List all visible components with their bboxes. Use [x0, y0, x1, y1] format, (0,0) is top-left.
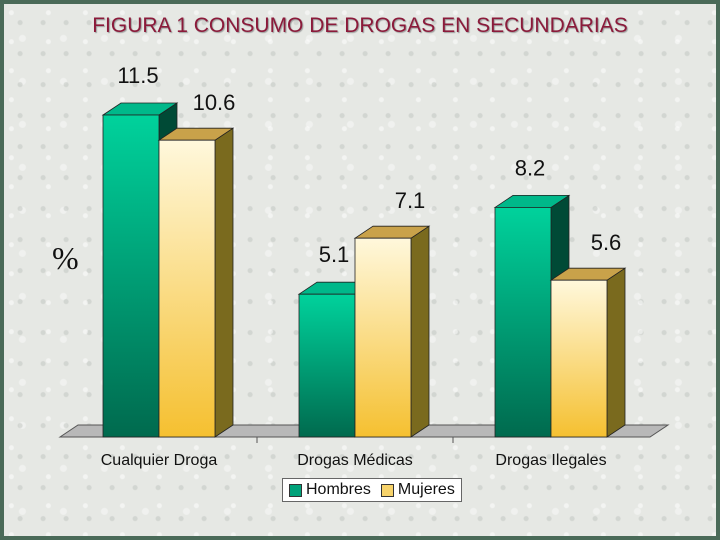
bar-front	[354, 237, 412, 438]
chart-title: FIGURA 1 CONSUMO DE DROGAS EN SECUNDARIA…	[92, 14, 628, 37]
bar-front	[550, 279, 608, 438]
bar-front	[102, 114, 160, 438]
bars-layer	[101, 102, 627, 438]
value-label-mujeres-1: 7.1	[395, 188, 426, 213]
legend-swatch-mujeres	[380, 483, 394, 497]
bar-front	[494, 206, 552, 438]
bar-mujeres-1	[353, 225, 431, 438]
bar-mujeres-2	[549, 267, 627, 438]
legend-label-hombres: Hombres	[306, 481, 371, 498]
value-label-mujeres-2: 5.6	[591, 230, 622, 255]
category-label-0: Cualquier Droga	[101, 452, 218, 469]
labels-layer: 11.5 10.6 Cualquier Droga 5.1 7.1 Drogas Médi…	[101, 63, 622, 469]
y-axis-label: %	[52, 240, 79, 276]
value-label-hombres-0: 11.5	[117, 63, 158, 88]
legend-item-hombres: Hombres	[289, 481, 371, 499]
category-label-1: Drogas Médicas	[297, 452, 413, 469]
bar-mujeres-0	[157, 127, 235, 438]
value-label-hombres-1: 5.1	[319, 242, 350, 267]
bar-side	[214, 127, 234, 438]
bar-side	[606, 267, 626, 438]
legend-swatch-hombres	[289, 483, 302, 497]
category-label-2: Drogas Ilegales	[495, 452, 606, 469]
legend: Hombres Mujeres	[282, 478, 462, 502]
value-label-hombres-2: 8.2	[515, 155, 546, 180]
value-label-mujeres-0: 10.6	[193, 90, 236, 115]
bar-side	[410, 225, 430, 438]
legend-item-mujeres: Mujeres	[380, 481, 455, 499]
legend-label-mujeres: Mujeres	[397, 481, 455, 498]
bar-front	[298, 293, 356, 438]
bar-front	[158, 139, 216, 438]
